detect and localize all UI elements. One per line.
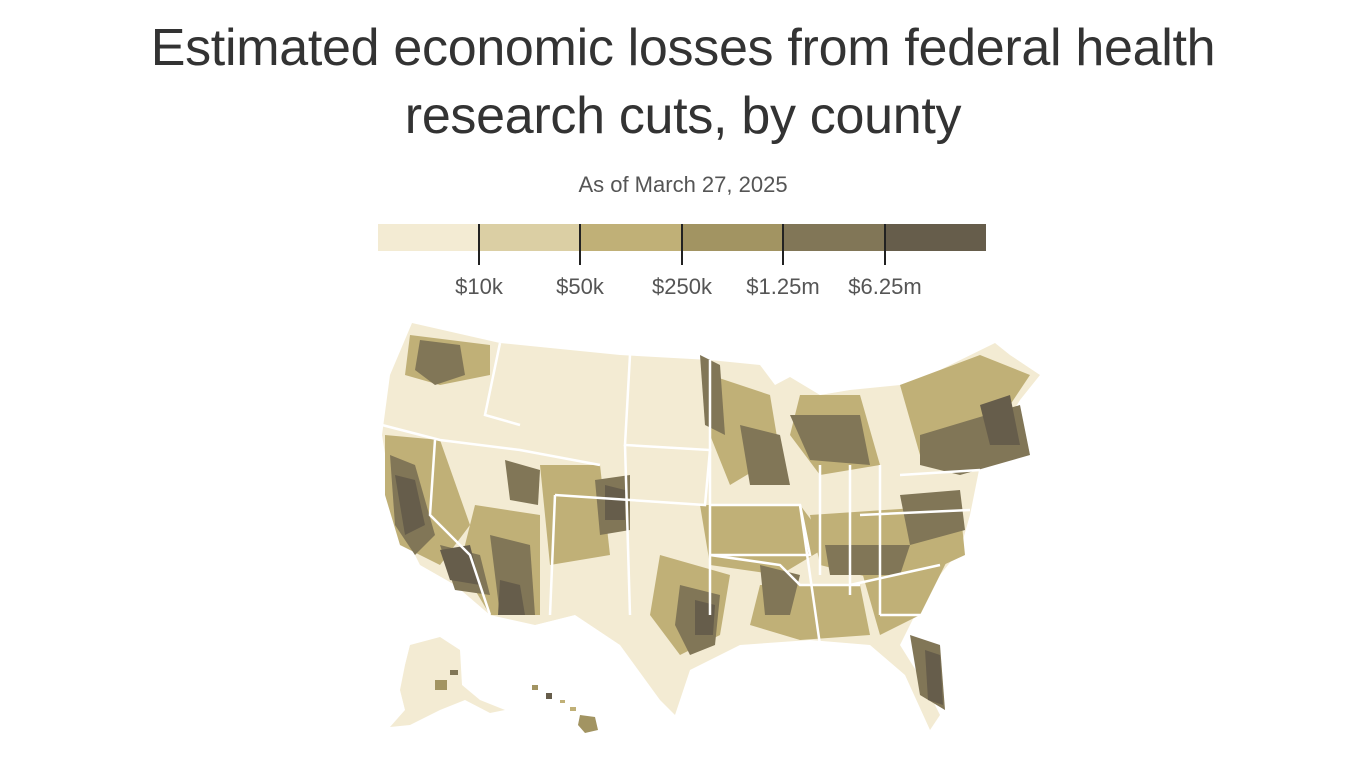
legend-tick: [579, 224, 581, 265]
chart-subtitle: As of March 27, 2025: [578, 172, 788, 197]
title-line-2: research cuts, by county: [404, 87, 962, 145]
alaska-county-shaded: [435, 680, 447, 690]
legend-label: $50k: [556, 274, 604, 299]
legend-label: $6.25m: [848, 274, 922, 299]
legend-tick: [681, 224, 683, 265]
legend-color-bar: [378, 224, 986, 251]
legend-label: $1.25m: [746, 274, 820, 299]
legend-tick: [884, 224, 886, 265]
legend-swatch-5: [783, 224, 885, 251]
alaska-shape: [390, 637, 505, 727]
us-county-map: [381, 323, 1040, 733]
legend-swatch-4: [681, 224, 784, 251]
legend-swatch-2: [479, 224, 581, 251]
state-borders: [381, 342, 981, 646]
legend-swatch-1: [378, 224, 480, 251]
legend-label: $10k: [455, 274, 503, 299]
legend-tick: [478, 224, 480, 265]
color-legend: $10k $50k $250k $1.25m $6.25m: [378, 224, 986, 304]
legend-tick: [782, 224, 784, 265]
legend-label: $250k: [652, 274, 712, 299]
legend-swatch-6: [884, 224, 986, 251]
title-line-1: Estimated economic losses from federal h…: [150, 19, 1216, 77]
legend-swatch-3: [580, 224, 682, 251]
alaska-county-shaded: [450, 670, 458, 675]
hawaii-shape: [532, 685, 598, 733]
chart-title: Estimated economic losses from federal h…: [0, 14, 1366, 150]
